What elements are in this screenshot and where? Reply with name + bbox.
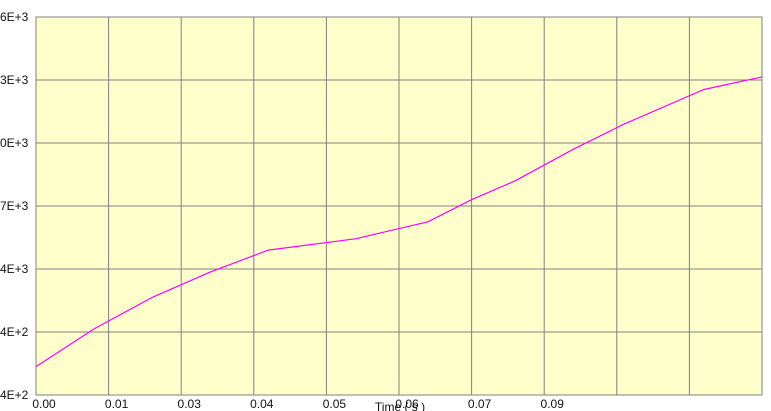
y-tick-label: 4E+2 [0,388,29,402]
y-tick-label: 0E+3 [0,136,29,150]
x-axis-title: Time ( s ) [375,400,425,411]
x-tick-label: 0.07 [468,397,492,411]
x-tick-label: 0.00 [32,397,56,411]
x-tick-label: 0.05 [323,397,347,411]
x-tick-label: 0.04 [250,397,274,411]
x-tick-label: 0.01 [105,397,129,411]
y-tick-label: 6E+3 [0,10,29,24]
x-axis-tick-labels: 0.00 0.01 0.03 0.04 0.05 0.06 0.07 0.09 [32,397,564,411]
y-tick-label: 3E+3 [0,73,29,87]
plot-frame [35,16,763,396]
y-tick-label: 4E+3 [0,262,29,276]
grid [36,17,762,395]
x-tick-label: 0.03 [178,397,202,411]
x-tick-label: 0.09 [541,397,565,411]
series-line-0 [35,76,763,368]
y-axis-tick-labels: 4E+2 4E+2 4E+3 7E+3 0E+3 3E+3 6E+3 [0,10,29,402]
y-tick-label: 4E+2 [0,325,29,339]
series-layer [35,76,763,368]
x-tick-label: 0.06 [395,397,419,411]
y-tick-label: 7E+3 [0,199,29,213]
